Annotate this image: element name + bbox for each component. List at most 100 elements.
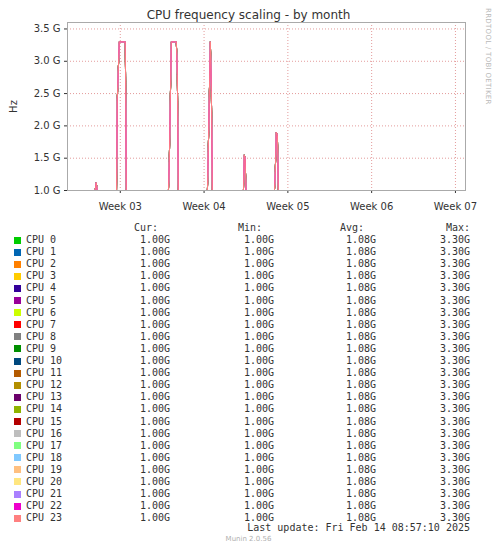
html-text:1.00G: 1.00G [243,342,274,354]
html-text:CPU 3: CPU 3 [26,270,57,282]
html-text:1.00G: 1.00G [139,342,170,354]
html-text:1.08G: 1.08G [345,403,376,415]
html-text:1.00G: 1.00G [139,318,170,330]
html-text:3.30G: 3.30G [439,258,470,270]
html-text:1.00G: 1.00G [243,403,274,415]
html-text:3.30G: 3.30G [439,439,470,451]
html-text:1.08G: 1.08G [345,379,376,391]
svg-text:1.0 G: 1.0 G [34,185,61,196]
svg-text:3.0 G: 3.0 G [34,55,61,66]
html-text:1.08G: 1.08G [345,294,376,306]
html-text:1.00G: 1.00G [243,427,274,439]
html-text:1.08G: 1.08G [345,270,376,282]
svg-text:Hz: Hz [8,100,19,113]
html-text:1.00G: 1.00G [243,282,274,294]
svg-text:Week 03: Week 03 [99,201,142,212]
html-text:1.00G: 1.00G [139,234,170,246]
html-text:1.08G: 1.08G [345,367,376,379]
html-text:1.00G: 1.00G [243,306,274,318]
html-text:1.00G: 1.00G [139,282,170,294]
html-text:CPU 0: CPU 0 [26,234,57,246]
html-text:1.00G: 1.00G [243,367,274,379]
html-text:1.08G: 1.08G [345,306,376,318]
html-text:CPU 8: CPU 8 [26,330,57,342]
html-text:3.30G: 3.30G [439,415,470,427]
html-text:1.08G: 1.08G [345,318,376,330]
html-text:3.30G: 3.30G [439,367,470,379]
html-text:3.30G: 3.30G [439,379,470,391]
html-text:1.08G: 1.08G [345,258,376,270]
html-text:1.00G: 1.00G [139,391,170,403]
html-text:1.00G: 1.00G [243,258,274,270]
html-text:1.00G: 1.00G [139,379,170,391]
html-text:1.00G: 1.00G [243,294,274,306]
html-text:3.30G: 3.30G [439,318,470,330]
html-text:CPU 9: CPU 9 [26,342,57,354]
html-text:1.00G: 1.00G [243,439,274,451]
html-text:3.30G: 3.30G [439,427,470,439]
html-text:CPU 14: CPU 14 [26,403,63,415]
html-text:3.30G: 3.30G [439,330,470,342]
html-text:3.30G: 3.30G [439,391,470,403]
html-text:1.00G: 1.00G [139,306,170,318]
html-text:3.30G: 3.30G [439,306,470,318]
html-text:1.08G: 1.08G [345,282,376,294]
html-text:1.00G: 1.00G [139,451,170,463]
html-text:1.00G: 1.00G [139,427,170,439]
svg-text:2.0 G: 2.0 G [34,120,61,131]
svg-text:Week 06: Week 06 [350,201,393,212]
svg-text:Week 07: Week 07 [434,201,477,212]
svg-text:1.5 G: 1.5 G [34,152,61,163]
html-text:1.00G: 1.00G [139,367,170,379]
svg-text:3.5 G: 3.5 G [34,23,61,34]
svg-text:Week 04: Week 04 [182,201,225,212]
html-text:3.30G: 3.30G [439,403,470,415]
html-text:3.30G: 3.30G [439,246,470,258]
html-text:1.00G: 1.00G [243,391,274,403]
html-text:1.00G: 1.00G [243,270,274,282]
html-text:CPU 13: CPU 13 [26,391,63,403]
html-text:CPU 11: CPU 11 [26,367,63,379]
html-text:1.00G: 1.00G [243,330,274,342]
html-text:CPU 7: CPU 7 [26,318,57,330]
html-text:1.00G: 1.00G [243,318,274,330]
html-text:CPU 16: CPU 16 [26,427,63,439]
html-text:CPU 1: CPU 1 [26,246,57,258]
html-text:1.08G: 1.08G [345,439,376,451]
html-text:1.00G: 1.00G [243,234,274,246]
html-text:CPU 2: CPU 2 [26,258,57,270]
html-text:CPU frequency scaling - by mon: CPU frequency scaling - by month [146,8,351,22]
html-text:CPU 17: CPU 17 [26,439,63,451]
html-text:1.08G: 1.08G [345,391,376,403]
html-text:1.08G: 1.08G [345,342,376,354]
html-text:3.30G: 3.30G [439,294,470,306]
html-text:1.00G: 1.00G [139,330,170,342]
html-text:1.08G: 1.08G [345,234,376,246]
html-text:1.00G: 1.00G [243,246,274,258]
html-text:CPU 4: CPU 4 [26,282,57,294]
html-text:1.00G: 1.00G [139,415,170,427]
html-text:CPU 5: CPU 5 [26,294,57,306]
svg-text:2.5 G: 2.5 G [34,88,61,99]
html-text:1.08G: 1.08G [345,415,376,427]
svg-text:Week 05: Week 05 [266,201,309,212]
html-text:1.00G: 1.00G [139,294,170,306]
html-text:3.30G: 3.30G [439,282,470,294]
html-text:1.00G: 1.00G [139,270,170,282]
html-text:1.00G: 1.00G [139,258,170,270]
html-text:3.30G: 3.30G [439,342,470,354]
html-text:3.30G: 3.30G [439,234,470,246]
html-text:1.00G: 1.00G [139,246,170,258]
html-text:1.08G: 1.08G [345,427,376,439]
html-text:1.00G: 1.00G [243,415,274,427]
html-text:CPU 6: CPU 6 [26,306,57,318]
html-text:1.00G: 1.00G [139,403,170,415]
html-text:3.30G: 3.30G [439,270,470,282]
html-text:1.08G: 1.08G [345,246,376,258]
html-text:1.00G: 1.00G [243,379,274,391]
html-text:CPU 18: CPU 18 [26,451,63,463]
html-text:1.00G: 1.00G [139,439,170,451]
html-text:CPU 12: CPU 12 [26,379,63,391]
html-text:CPU 15: CPU 15 [26,415,63,427]
html-text:1.08G: 1.08G [345,330,376,342]
